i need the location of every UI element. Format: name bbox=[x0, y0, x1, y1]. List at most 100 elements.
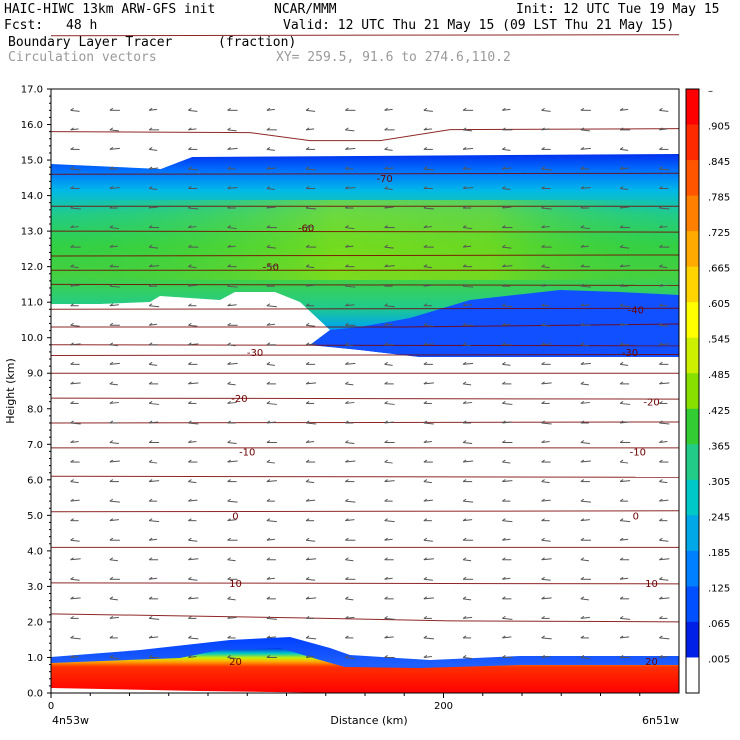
vector-arrow bbox=[384, 205, 394, 209]
vector-arrow bbox=[109, 420, 118, 424]
vector-arrow bbox=[227, 401, 237, 404]
vector-arrow bbox=[70, 342, 81, 346]
vector-arrow bbox=[70, 498, 80, 502]
fcst-label: Fcst: bbox=[4, 18, 44, 33]
surface-gap bbox=[51, 688, 340, 693]
vector-arrow bbox=[384, 459, 393, 464]
vector-arrow bbox=[227, 146, 238, 150]
vector-arrow bbox=[541, 186, 551, 189]
vector-arrow bbox=[580, 361, 591, 365]
vector-arrow bbox=[462, 342, 472, 347]
vector-arrow bbox=[462, 576, 474, 580]
vector-arrow bbox=[70, 264, 79, 269]
vector-arrow bbox=[266, 146, 275, 151]
contour-label: 10 bbox=[229, 579, 242, 590]
vector-arrow bbox=[305, 381, 317, 385]
vector-arrow bbox=[345, 440, 355, 445]
vector-arrow bbox=[345, 127, 355, 132]
vector-arrow bbox=[109, 146, 120, 150]
vector-arrow bbox=[345, 342, 354, 347]
vector-arrow bbox=[580, 205, 589, 209]
vector-arrow bbox=[423, 146, 433, 150]
vector-arrow bbox=[227, 498, 238, 503]
vector-arrow bbox=[70, 655, 79, 658]
vector-arrow bbox=[227, 576, 238, 580]
vector-arrow bbox=[266, 459, 275, 464]
vector-arrow bbox=[502, 342, 512, 346]
vector-arrow bbox=[188, 420, 199, 425]
vector-arrow bbox=[423, 615, 432, 619]
colorbar-label: .125 bbox=[708, 583, 730, 594]
vector-arrow bbox=[580, 615, 590, 619]
vector-arrow bbox=[619, 127, 631, 131]
vector-arrow bbox=[541, 264, 550, 269]
vectors-label: Circulation vectors bbox=[8, 50, 157, 65]
contour-line bbox=[50, 254, 680, 257]
vector-arrow bbox=[502, 166, 512, 170]
vector-arrow bbox=[227, 596, 236, 601]
vector-arrow bbox=[345, 557, 354, 562]
vector-arrow bbox=[462, 146, 474, 150]
vector-arrow bbox=[462, 596, 472, 601]
vector-arrow bbox=[462, 244, 472, 248]
vector-arrow bbox=[305, 264, 315, 269]
vector-arrow bbox=[227, 440, 237, 445]
model-title: HAIC-HIWC 13km ARW-GFS init bbox=[4, 2, 216, 17]
colorbar-label: .485 bbox=[708, 370, 730, 381]
vector-arrow bbox=[619, 166, 630, 170]
vector-arrow bbox=[462, 186, 474, 189]
vector-arrow bbox=[423, 596, 434, 600]
vector-arrow bbox=[70, 537, 80, 542]
vector-arrow bbox=[70, 127, 79, 131]
vector-arrow bbox=[580, 166, 589, 170]
y-tick-label: 0.0 bbox=[27, 689, 43, 700]
vector-arrow bbox=[384, 127, 395, 131]
vector-arrow bbox=[227, 244, 236, 248]
vector-arrow bbox=[148, 322, 158, 326]
vector-arrow bbox=[266, 166, 276, 170]
vector-arrow bbox=[188, 381, 199, 385]
vector-arrow bbox=[659, 655, 668, 658]
vector-arrow bbox=[423, 244, 434, 248]
vector-arrow bbox=[345, 244, 354, 248]
vector-arrow bbox=[502, 146, 511, 151]
contour-line bbox=[50, 230, 680, 233]
vector-arrow bbox=[502, 537, 511, 541]
contour-label: 20 bbox=[229, 657, 242, 668]
vector-arrow bbox=[266, 401, 277, 405]
vector-arrow bbox=[148, 381, 159, 385]
vector-arrow bbox=[345, 283, 356, 288]
vector-arrow bbox=[188, 655, 197, 658]
vector-arrow bbox=[580, 440, 590, 445]
vector-arrow bbox=[227, 127, 237, 132]
colorbar-label: .365 bbox=[708, 441, 730, 452]
colorbar-label: .425 bbox=[708, 406, 730, 417]
vector-arrow bbox=[305, 479, 315, 484]
vector-arrow bbox=[659, 401, 668, 404]
vector-arrow bbox=[148, 244, 159, 249]
vector-arrow bbox=[188, 146, 198, 150]
vector-arrow bbox=[423, 381, 434, 385]
colorbar-swatch bbox=[686, 657, 699, 694]
vector-arrow bbox=[502, 401, 513, 405]
vector-arrow bbox=[305, 459, 316, 463]
vector-arrow bbox=[70, 186, 80, 189]
vector-arrow bbox=[70, 635, 81, 640]
vector-arrow bbox=[619, 361, 629, 366]
vector-arrow bbox=[384, 303, 395, 308]
field-units: (fraction) bbox=[218, 35, 297, 50]
vector-arrow bbox=[305, 440, 315, 444]
x-tick-label: 0 bbox=[48, 701, 54, 712]
vector-arrow bbox=[502, 225, 513, 229]
vector-arrow bbox=[580, 283, 591, 288]
vector-arrow bbox=[345, 655, 355, 659]
vector-arrow bbox=[188, 401, 197, 404]
vector-arrow bbox=[423, 576, 433, 581]
colorbar-label: .185 bbox=[708, 548, 730, 559]
vector-arrow bbox=[70, 401, 79, 404]
vector-arrow bbox=[266, 186, 275, 190]
vector-arrow bbox=[659, 557, 670, 561]
vector-arrow bbox=[580, 322, 591, 326]
vector-arrow bbox=[659, 381, 670, 385]
vector-arrow bbox=[188, 479, 197, 484]
